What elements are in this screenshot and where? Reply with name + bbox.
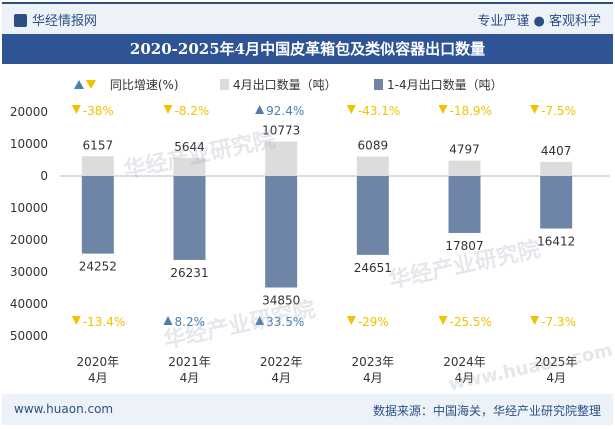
cumulative-growth-label: -13.4% — [83, 315, 125, 329]
x-tick-label: 2022年 — [260, 355, 303, 369]
monthly-value-label: 4797 — [449, 143, 480, 157]
down-triangle-icon — [71, 316, 81, 325]
footer-source: 数据来源：中国海关，华经产业研究院整理 — [372, 404, 601, 418]
top-bar: 华经情报网 专业严谨 ● 客观科学 — [2, 2, 613, 34]
cumulative-bar — [173, 176, 206, 260]
y-tick-label: 50000 — [10, 329, 48, 343]
chart-title: 2020-2025年4月中国皮革箱包及类似容器出口数量 — [2, 34, 613, 64]
x-tick-label: 2023年 — [352, 355, 395, 369]
cumulative-bar — [356, 176, 389, 255]
cumulative-growth-label: -7.3% — [541, 315, 576, 329]
cumulative-growth-label: -29% — [358, 315, 389, 329]
monthly-bar — [448, 160, 481, 176]
x-tick-label: 4月 — [455, 371, 475, 385]
y-tick-label: 20000 — [10, 233, 48, 247]
logo-icon — [14, 14, 27, 27]
cumulative-growth-label: 33.5% — [266, 315, 304, 329]
cumulative-value-label: 34850 — [262, 294, 300, 308]
cumulative-value-label: 16412 — [537, 235, 575, 249]
legend-cumulative-label: 1-4月出口数量（吨） — [387, 78, 503, 92]
y-tick-label: 40000 — [10, 297, 48, 311]
cumulative-value-label: 26231 — [170, 266, 208, 280]
x-tick-label: 2025年 — [535, 355, 578, 369]
monthly-bar — [81, 156, 114, 176]
down-triangle-icon — [438, 105, 448, 114]
x-tick-label: 4月 — [88, 371, 108, 385]
chart: 20000 10000 0 10000 20000 30000 40000 50000 6157… — [10, 104, 610, 385]
cumulative-growth-label: -25.5% — [450, 315, 492, 329]
legend-growth-label: 同比增速(%) — [109, 78, 179, 92]
y-tick-label: 20000 — [10, 105, 48, 119]
tagline: 专业严谨 ● 客观科学 — [477, 14, 601, 29]
cumulative-bar — [81, 176, 114, 254]
y-tick-label: 10000 — [10, 201, 48, 215]
legend-monthly-swatch — [220, 79, 229, 90]
footer: www.huaon.com 数据来源：中国海关，华经产业研究院整理 — [2, 394, 613, 425]
down-triangle-icon — [346, 316, 356, 325]
brand[interactable]: 华经情报网 — [14, 10, 97, 29]
y-tick-label: 10000 — [10, 137, 48, 151]
monthly-value-label: 6157 — [83, 138, 114, 152]
up-triangle-icon — [255, 316, 265, 325]
monthly-bar — [173, 157, 206, 176]
monthly-value-label: 4407 — [541, 144, 572, 158]
monthly-value-label: 6089 — [358, 139, 389, 153]
monthly-growth-label: -7.5% — [541, 104, 576, 118]
legend-growth: 同比增速(%) — [74, 76, 179, 93]
cumulative-bar — [448, 176, 481, 233]
monthly-bar — [356, 156, 389, 176]
down-triangle-icon — [438, 316, 448, 325]
x-tick-label: 4月 — [546, 371, 566, 385]
down-triangle-icon — [86, 80, 96, 89]
legend-monthly: 4月出口数量（吨） — [220, 76, 337, 93]
up-triangle-icon — [74, 80, 84, 89]
x-tick-label: 4月 — [271, 371, 291, 385]
monthly-growth-label: -8.2% — [175, 104, 210, 118]
y-tick-label: 0 — [40, 169, 48, 183]
monthly-growth-label: -18.9% — [450, 104, 492, 118]
monthly-growth-label: -43.1% — [358, 104, 400, 118]
cumulative-growth-label: 8.2% — [175, 315, 206, 329]
monthly-value-label: 10773 — [262, 124, 300, 138]
down-triangle-icon — [71, 105, 81, 114]
cumulative-bar — [540, 176, 573, 229]
cumulative-value-label: 24252 — [79, 260, 117, 274]
cumulative-bar — [265, 176, 298, 288]
down-triangle-icon — [530, 105, 540, 114]
up-triangle-icon — [255, 105, 265, 114]
y-tick-label: 30000 — [10, 265, 48, 279]
cumulative-value-label: 24651 — [354, 261, 392, 275]
brand-name: 华经情报网 — [32, 14, 98, 29]
legend-monthly-label: 4月出口数量（吨） — [233, 78, 337, 92]
monthly-growth-label: -38% — [83, 104, 114, 118]
down-triangle-icon — [346, 105, 356, 114]
x-tick-label: 2021年 — [168, 355, 211, 369]
monthly-bar — [265, 141, 298, 176]
footer-url[interactable]: www.huaon.com — [14, 402, 114, 416]
cumulative-value-label: 17807 — [445, 239, 483, 253]
x-tick-label: 4月 — [180, 371, 200, 385]
x-tick-label: 2020年 — [77, 355, 120, 369]
x-tick-label: 4月 — [363, 371, 383, 385]
monthly-growth-label: 92.4% — [266, 104, 304, 118]
legend: 同比增速(%) 4月出口数量（吨） 1-4月出口数量（吨） — [2, 74, 613, 94]
legend-cumulative-swatch — [374, 79, 383, 90]
down-triangle-icon — [163, 105, 173, 114]
down-triangle-icon — [530, 316, 540, 325]
legend-cumulative: 1-4月出口数量（吨） — [374, 76, 503, 93]
x-tick-label: 2024年 — [443, 355, 486, 369]
monthly-value-label: 5644 — [174, 140, 205, 154]
up-triangle-icon — [163, 316, 173, 325]
monthly-bar — [540, 161, 573, 176]
